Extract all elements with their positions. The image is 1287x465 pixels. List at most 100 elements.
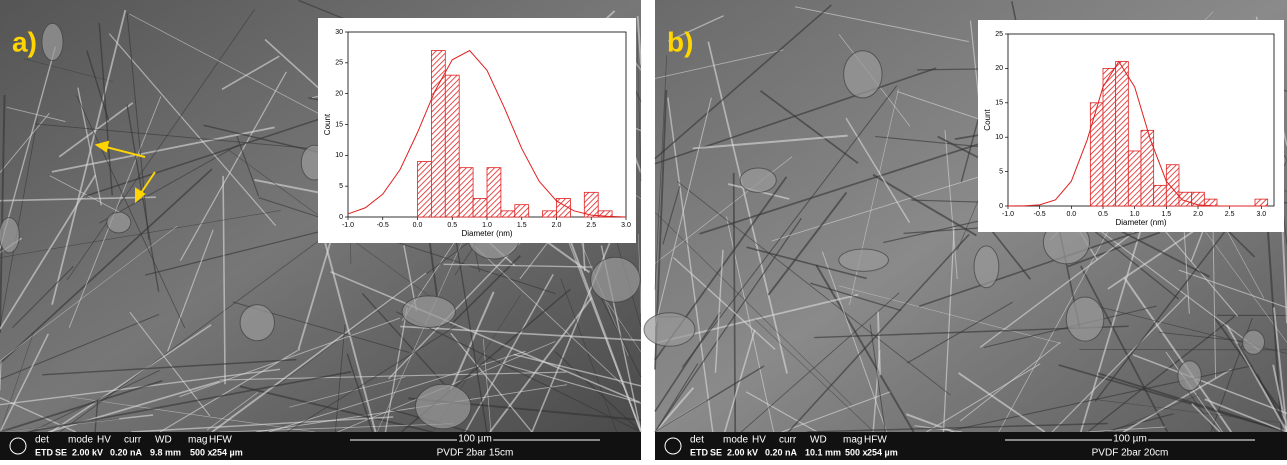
info-value: 10.1 mm	[805, 447, 841, 457]
x-tick-label: 3.0	[621, 222, 631, 229]
x-tick-label: -1.0	[1002, 211, 1014, 218]
info-header: curr	[124, 435, 142, 446]
histogram-bar	[1128, 151, 1141, 206]
info-value: 500 x	[190, 447, 213, 457]
bead	[107, 212, 131, 233]
x-tick-label: -0.5	[1034, 211, 1046, 218]
y-tick-label: 5	[999, 168, 1003, 175]
bead	[844, 51, 882, 98]
info-header: mode	[723, 435, 748, 446]
sample-label: PVDF 2bar 15cm	[437, 448, 514, 459]
histogram-bar	[1166, 165, 1179, 206]
info-value: ETD	[35, 447, 54, 457]
histogram-bar	[515, 205, 529, 217]
x-tick-label: 0.0	[1066, 211, 1076, 218]
bead	[42, 23, 63, 60]
y-tick-label: 10	[995, 134, 1003, 141]
y-tick-label: 15	[995, 100, 1003, 107]
bead	[740, 168, 776, 192]
x-tick-label: 3.0	[1256, 211, 1266, 218]
info-value: 9.8 mm	[150, 447, 181, 457]
histogram-bar	[584, 192, 598, 217]
x-tick-label: 1.5	[517, 222, 527, 229]
info-header: WD	[155, 435, 172, 446]
y-tick-label: 30	[335, 29, 343, 36]
bead	[240, 305, 274, 341]
histogram-bar	[1255, 199, 1268, 206]
histogram-bar	[487, 168, 501, 217]
panel-label: a)	[12, 26, 37, 57]
y-tick-label: 25	[335, 60, 343, 67]
scale-label: 100 µm	[458, 434, 492, 445]
info-value: SE	[55, 447, 67, 457]
scale-label: 100 µm	[1113, 434, 1147, 445]
histogram-bar	[501, 211, 515, 217]
histogram-bar	[1090, 103, 1103, 206]
x-tick-label: 2.5	[1225, 211, 1235, 218]
y-tick-label: 20	[335, 91, 343, 98]
bead	[1066, 297, 1104, 341]
y-tick-label: 0	[339, 214, 343, 221]
y-tick-label: 15	[335, 121, 343, 128]
histogram-bar	[418, 162, 432, 218]
bead	[591, 257, 640, 302]
bead	[839, 249, 889, 271]
y-tick-label: 5	[339, 183, 343, 190]
info-value: 2.00 kV	[727, 447, 758, 457]
y-tick-label: 20	[995, 65, 1003, 72]
x-tick-label: 0.5	[1098, 211, 1108, 218]
histogram-bar	[543, 211, 557, 217]
histogram-bar	[1179, 192, 1192, 206]
info-value: 500 x	[845, 447, 868, 457]
histogram-bar	[1154, 185, 1167, 206]
sample-label: PVDF 2bar 20cm	[1092, 448, 1169, 459]
bead	[415, 384, 470, 429]
x-tick-label: 0.5	[447, 222, 457, 229]
y-tick-label: 25	[995, 31, 1003, 38]
bead	[1178, 361, 1201, 391]
x-tick-label: 0.0	[413, 222, 423, 229]
x-tick-label: -0.5	[377, 222, 389, 229]
info-header: mode	[68, 435, 93, 446]
histogram-bar	[445, 75, 459, 217]
info-header: mag	[188, 435, 207, 446]
info-header: det	[35, 435, 49, 446]
info-header: det	[690, 435, 704, 446]
y-axis-label: Count	[323, 113, 332, 135]
info-value: 254 µm	[212, 447, 243, 457]
histogram-bar	[473, 199, 487, 218]
x-tick-label: 1.0	[1130, 211, 1140, 218]
info-value: SE	[710, 447, 722, 457]
info-header: curr	[779, 435, 797, 446]
histogram-bar	[459, 168, 473, 217]
y-tick-label: 0	[999, 203, 1003, 210]
info-header: WD	[810, 435, 827, 446]
figure: a)detmodeHVcurrWDmagHFWETDSE2.00 kV0.20 …	[0, 0, 1287, 460]
info-value: 254 µm	[867, 447, 898, 457]
info-header: HFW	[864, 435, 887, 446]
bead	[974, 246, 999, 288]
x-tick-label: -1.0	[342, 222, 354, 229]
x-axis-label: Diameter (nm)	[1115, 218, 1166, 227]
x-axis-label: Diameter (nm)	[461, 229, 512, 238]
info-value: 0.20 nA	[110, 447, 143, 457]
info-header: mag	[843, 435, 862, 446]
info-value: 2.00 kV	[72, 447, 103, 457]
y-axis-label: Count	[983, 109, 992, 131]
info-value: ETD	[690, 447, 709, 457]
x-tick-label: 2.0	[552, 222, 562, 229]
info-header: HV	[752, 435, 766, 446]
panel-label: b)	[667, 26, 693, 57]
bead	[1243, 330, 1265, 354]
bead	[644, 313, 695, 347]
bead	[0, 217, 19, 252]
info-header: HFW	[209, 435, 232, 446]
histogram-bar	[1116, 62, 1129, 206]
y-tick-label: 10	[335, 152, 343, 159]
x-tick-label: 2.0	[1193, 211, 1203, 218]
info-value: 0.20 nA	[765, 447, 798, 457]
bead	[402, 296, 455, 328]
x-tick-label: 1.0	[482, 222, 492, 229]
x-tick-label: 1.5	[1161, 211, 1171, 218]
histogram-bar	[1103, 68, 1116, 206]
